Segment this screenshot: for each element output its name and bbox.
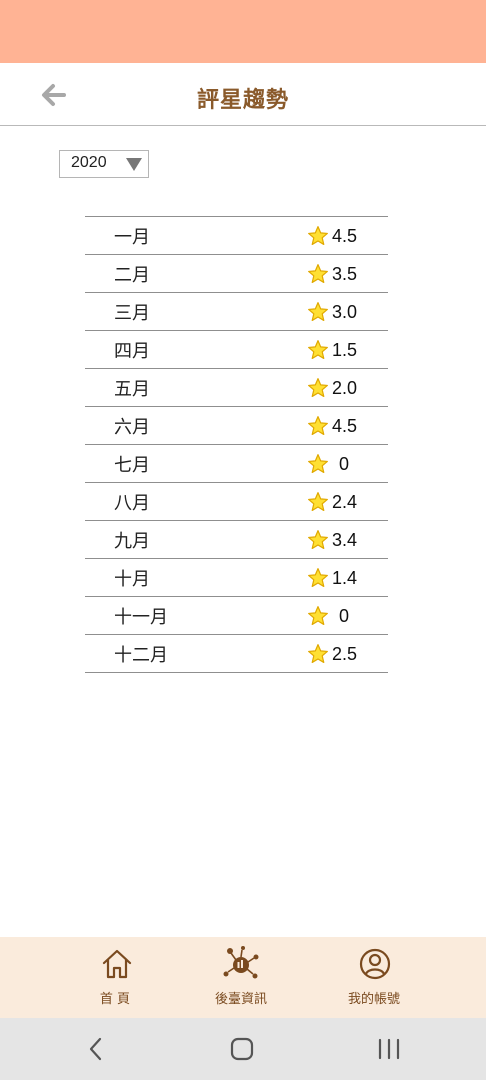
nav-my-account-label: 我的帳號 <box>347 992 400 1007</box>
nav-my-account[interactable]: 我的帳號 <box>314 937 434 1018</box>
rating-row: 五月 2.0 <box>85 369 388 407</box>
month-label: 七月 <box>114 455 150 476</box>
nav-backend-info-label: 後臺資訊 <box>214 992 267 1007</box>
nav-home-label: 首 頁 <box>99 992 131 1007</box>
rating-value: 3.0 <box>332 302 358 322</box>
star-icon <box>308 568 328 588</box>
rating-row: 二月 3.5 <box>85 255 388 293</box>
month-label: 十一月 <box>114 607 168 628</box>
rating-row: 十二月 2.5 <box>85 635 388 673</box>
rating-row: 三月 3.0 <box>85 293 388 331</box>
rating-value: 2.0 <box>332 378 358 398</box>
month-label: 十二月 <box>114 645 168 666</box>
star-icon <box>308 454 328 474</box>
star-icon <box>308 530 328 550</box>
rating-row: 十一月 0 <box>85 597 388 635</box>
rating-row: 一月 4.5 <box>85 217 388 255</box>
star-icon <box>308 302 328 322</box>
system-recent-apps-icon <box>378 1038 400 1060</box>
rating-row: 七月 0 <box>85 445 388 483</box>
month-label: 一月 <box>114 227 150 248</box>
system-back-button[interactable] <box>82 1036 112 1062</box>
star-icon <box>308 378 328 398</box>
system-recent-apps-button[interactable] <box>375 1036 405 1062</box>
page-title: 評星趨勢 <box>196 88 289 113</box>
month-label: 三月 <box>114 303 150 324</box>
rating-row: 六月 4.5 <box>85 407 388 445</box>
month-label: 五月 <box>114 379 150 400</box>
month-label: 二月 <box>114 265 150 286</box>
star-icon <box>308 416 328 436</box>
dropdown-triangle-icon <box>126 158 142 171</box>
rating-row: 九月 3.4 <box>85 521 388 559</box>
system-home-button[interactable] <box>227 1036 257 1062</box>
star-icon <box>308 264 328 284</box>
month-label: 十月 <box>114 569 150 590</box>
star-icon <box>308 340 328 360</box>
rating-value: 1.4 <box>332 568 358 588</box>
star-icon <box>308 226 328 246</box>
rating-value: 0 <box>339 606 350 626</box>
rating-value: 0 <box>339 454 350 474</box>
rating-value: 3.4 <box>332 530 358 550</box>
nav-backend-info[interactable]: 後臺資訊 <box>181 937 301 1018</box>
back-button[interactable] <box>36 81 70 109</box>
rating-row: 十月 1.4 <box>85 559 388 597</box>
user-icon <box>359 948 391 980</box>
month-label: 六月 <box>114 417 150 438</box>
analytics-icon <box>223 946 259 979</box>
star-icon <box>308 492 328 512</box>
rating-value: 1.5 <box>332 340 358 360</box>
month-label: 九月 <box>114 531 150 552</box>
month-label: 八月 <box>114 493 150 514</box>
monthly-rating-list: 一月 4.5 二月 3.5 三月 3.0 四月 1.5 五月 2.0 六月 4.5 七月 0 八月 2.4 九月… <box>85 216 388 673</box>
back-arrow-icon <box>42 84 66 106</box>
star-icon <box>308 644 328 664</box>
nav-home[interactable]: 首 頁 <box>55 937 175 1018</box>
year-select[interactable]: 2020 <box>59 150 149 178</box>
month-label: 四月 <box>114 341 150 362</box>
system-home-icon <box>230 1037 254 1061</box>
system-back-icon <box>89 1037 102 1061</box>
system-navigation-bar <box>0 1018 486 1080</box>
star-icon <box>308 606 328 626</box>
home-icon <box>102 949 132 979</box>
bottom-nav: 首 頁 後臺資訊 我的帳號 <box>0 937 486 1018</box>
rating-value: 2.4 <box>332 492 358 512</box>
rating-value: 2.5 <box>332 644 358 664</box>
year-select-value: 2020 <box>71 154 107 171</box>
rating-row: 八月 2.4 <box>85 483 388 521</box>
header: 評星趨勢 <box>0 63 486 126</box>
rating-value: 4.5 <box>332 226 358 246</box>
status-bar <box>0 0 486 63</box>
rating-row: 四月 1.5 <box>85 331 388 369</box>
rating-value: 3.5 <box>332 264 358 284</box>
rating-value: 4.5 <box>332 416 358 436</box>
